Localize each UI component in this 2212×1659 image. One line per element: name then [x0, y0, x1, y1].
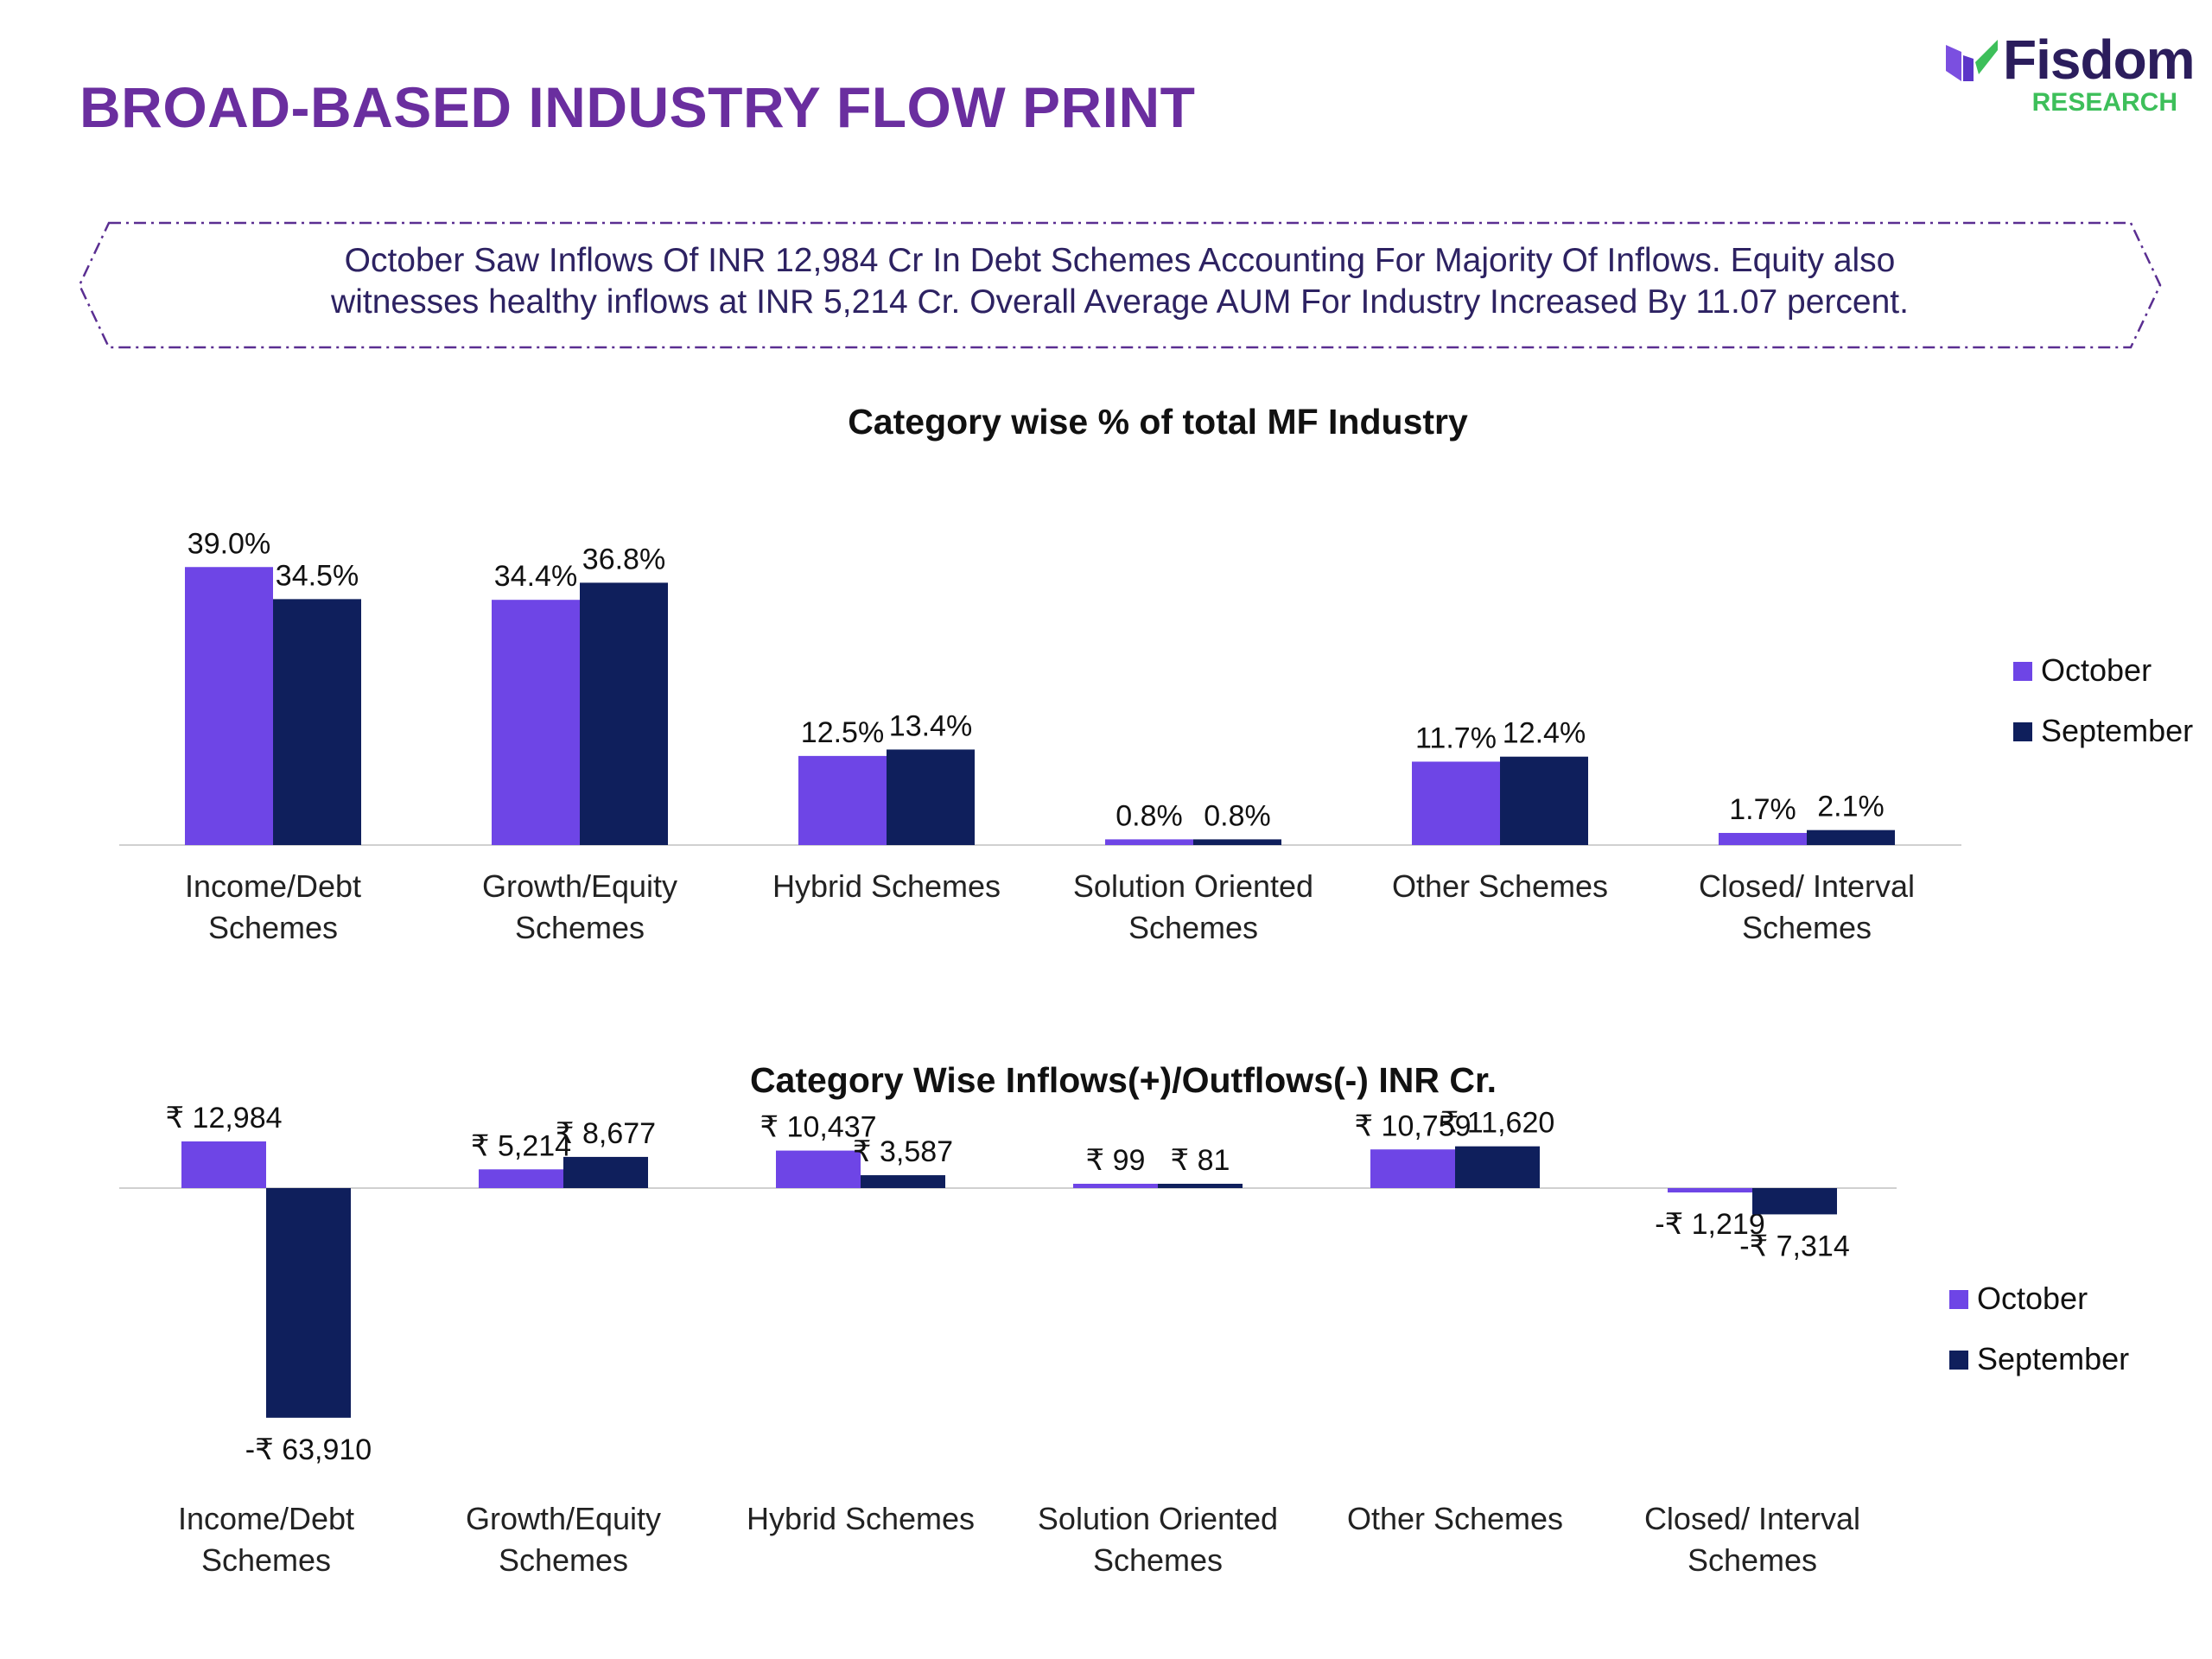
share-category-label-0: Income/Debt Schemes [185, 868, 361, 945]
share-bar-september-1 [580, 582, 668, 845]
flow-bar-october-0 [181, 1141, 266, 1188]
share-bar-october-5 [1719, 832, 1807, 845]
flow-category-label-1: Growth/Equity Schemes [466, 1501, 661, 1578]
flow-bar-september-0 [266, 1188, 351, 1418]
flow-bar-october-3 [1073, 1184, 1158, 1188]
share-category-label-3: Solution Oriented Schemes [1073, 868, 1313, 945]
banner-border [78, 221, 2162, 349]
share-category-label-2: Hybrid Schemes [772, 868, 1001, 904]
share-bar-october-1 [492, 600, 580, 845]
page-title: BROAD-BASED INDUSTRY FLOW PRINT [79, 75, 1196, 139]
flow-label-september-5: -₹ 7,314 [1739, 1230, 1849, 1262]
brand-logo: Fisdom RESEARCH [1944, 26, 2196, 121]
share-bar-october-2 [798, 755, 887, 845]
legend-label-september: September [2041, 713, 2193, 748]
share-label-september-2: 13.4% [889, 709, 972, 742]
flow-bar-september-4 [1455, 1146, 1540, 1188]
flow-bar-september-3 [1158, 1184, 1243, 1188]
summary-banner: October Saw Inflows Of INR 12,984 Cr In … [74, 216, 2165, 354]
flow-label-october-0: ₹ 12,984 [165, 1102, 282, 1135]
share-bar-september-2 [887, 749, 975, 845]
share-category-label-4: Other Schemes [1392, 868, 1608, 904]
share-bar-october-3 [1105, 839, 1193, 845]
flow-label-september-1: ₹ 8,677 [556, 1117, 656, 1150]
aum-share-chart: Category wise % of total MF Industry 39.0… [0, 380, 2212, 985]
share-label-october-1: 34.4% [494, 560, 577, 593]
flow-category-label-5: Closed/ Interval Schemes [1644, 1501, 1860, 1578]
legend-swatch-september [1949, 1351, 1968, 1370]
share-label-september-5: 2.1% [1817, 791, 1885, 823]
aum-share-chart-svg: Category wise % of total MF Industry 39.0… [119, 402, 2193, 945]
flows-chart-svg: Category Wise Inflows(+)/Outflows(-) INR… [119, 1060, 2129, 1578]
flow-bar-september-2 [861, 1175, 945, 1188]
flow-bar-october-1 [479, 1169, 563, 1188]
fisdom-logo-icon [1946, 40, 1998, 81]
flow-category-label-0: Income/Debt Schemes [178, 1501, 354, 1578]
flow-label-october-1: ₹ 5,214 [471, 1129, 571, 1162]
share-label-september-4: 12.4% [1503, 717, 1586, 750]
flow-label-september-3: ₹ 81 [1171, 1144, 1230, 1177]
flow-bar-september-1 [563, 1156, 648, 1188]
brand-name: Fisdom [2003, 29, 2196, 91]
share-label-september-3: 0.8% [1204, 799, 1271, 832]
share-category-label-1: Growth/Equity Schemes [482, 868, 677, 945]
share-bar-september-5 [1807, 830, 1895, 845]
flow-label-september-4: ₹ 11,620 [1440, 1107, 1555, 1140]
flow-bar-october-4 [1370, 1149, 1455, 1188]
flow-label-october-4: ₹ 10,759 [1354, 1109, 1471, 1142]
share-category-label-5: Closed/ Interval Schemes [1699, 868, 1915, 945]
share-label-september-0: 34.5% [276, 559, 359, 592]
share-label-october-0: 39.0% [188, 527, 270, 560]
share-label-october-4: 11.7% [1415, 721, 1497, 754]
legend-label-october: October [2041, 652, 2152, 688]
share-bar-october-4 [1412, 761, 1500, 845]
legend-label-september: September [1977, 1341, 2129, 1376]
flow-chart-title: Category Wise Inflows(+)/Outflows(-) INR… [750, 1060, 1497, 1100]
flow-label-september-2: ₹ 3,587 [853, 1135, 953, 1168]
flow-label-october-3: ₹ 99 [1086, 1144, 1146, 1177]
flow-label-september-0: -₹ 63,910 [245, 1433, 372, 1466]
brand-subtitle: RESEARCH [2031, 88, 2177, 117]
flow-category-label-4: Other Schemes [1347, 1501, 1563, 1536]
legend-swatch-september [2013, 722, 2032, 741]
share-bar-september-3 [1193, 839, 1281, 845]
legend-swatch-october [1949, 1290, 1968, 1309]
share-label-october-5: 1.7% [1729, 793, 1796, 826]
share-label-october-2: 12.5% [801, 716, 884, 749]
share-label-october-3: 0.8% [1116, 799, 1183, 832]
flow-bar-october-5 [1668, 1188, 1752, 1193]
flow-label-october-2: ₹ 10,437 [760, 1111, 876, 1144]
share-chart-title: Category wise % of total MF Industry [848, 402, 1468, 442]
summary-text: October Saw Inflows Of INR 12,984 Cr In … [331, 242, 1909, 321]
share-label-september-1: 36.8% [582, 543, 665, 575]
legend-label-october: October [1977, 1281, 2088, 1316]
flow-label-october-5: -₹ 1,219 [1655, 1208, 1764, 1241]
flows-chart: Category Wise Inflows(+)/Outflows(-) INR… [0, 1020, 2212, 1624]
share-bar-september-0 [273, 599, 361, 845]
flow-category-label-3: Solution Oriented Schemes [1038, 1501, 1278, 1578]
share-bar-october-0 [185, 567, 273, 845]
flow-bar-september-5 [1752, 1188, 1837, 1215]
share-bar-september-4 [1500, 756, 1588, 845]
flow-category-label-2: Hybrid Schemes [747, 1501, 975, 1536]
legend-swatch-october [2013, 662, 2032, 681]
flow-bar-october-2 [776, 1150, 861, 1188]
